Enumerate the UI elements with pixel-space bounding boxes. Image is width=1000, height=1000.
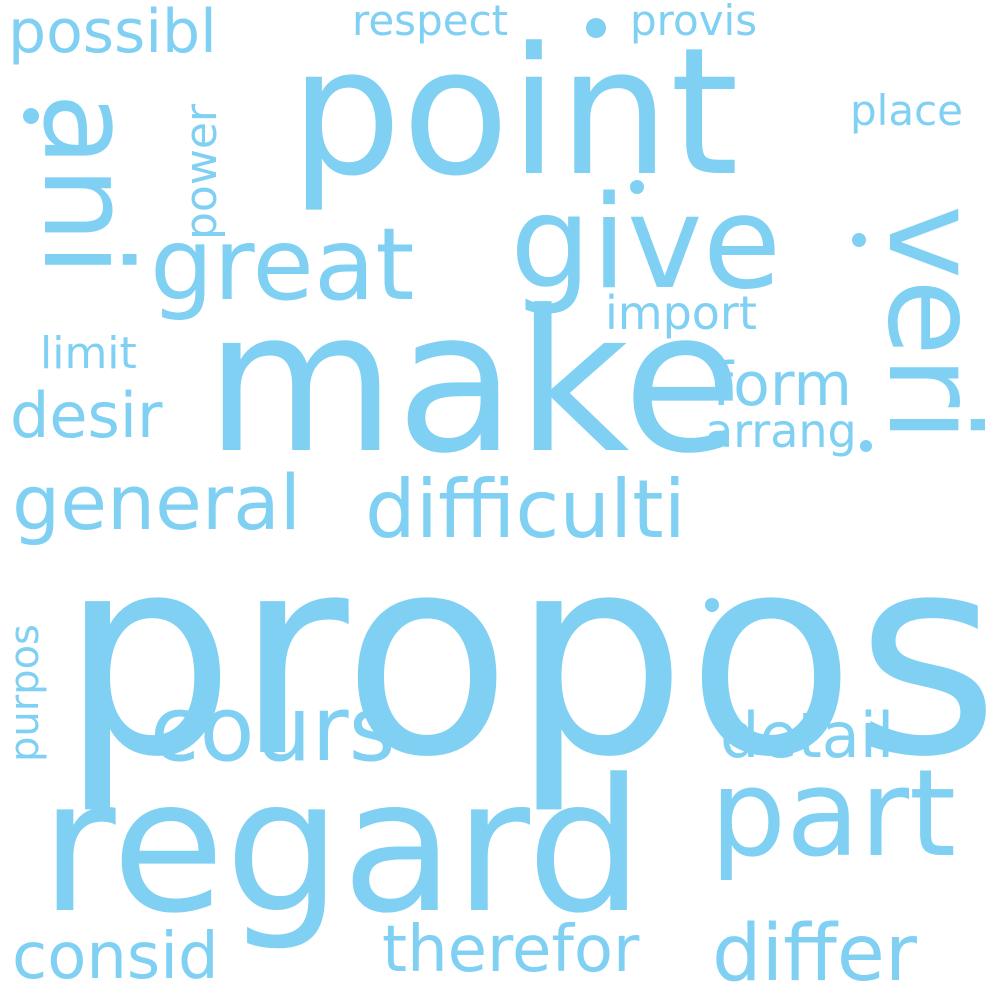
word-regard: regard <box>40 740 644 954</box>
word-propos: propos <box>60 497 1000 818</box>
word-limit: limit <box>40 328 137 379</box>
word-import: import <box>605 286 757 340</box>
dot-mark <box>23 108 39 124</box>
dot-mark <box>705 598 719 612</box>
dot-mark <box>860 440 872 452</box>
dot-mark <box>852 233 866 247</box>
word-respect: respect <box>352 0 509 45</box>
word-provis: provis <box>630 0 758 45</box>
word-purpos: purpos <box>2 624 48 762</box>
word-consid: consid <box>12 920 219 994</box>
word-arrang: arrang <box>705 404 857 458</box>
word-general: general <box>12 458 301 547</box>
word-give: give <box>510 169 782 318</box>
word-place: place <box>850 86 963 135</box>
word-cours: cours <box>150 677 396 782</box>
word-ani: ani <box>16 93 155 276</box>
word-veri: veri <box>860 205 1000 442</box>
word-form: form <box>712 350 852 420</box>
dot-mark <box>586 18 606 38</box>
word-therefor: therefor <box>382 913 640 987</box>
word-power: power <box>176 104 227 240</box>
word-possibl: possibl <box>8 0 217 67</box>
word-difficulti: difficulti <box>365 463 686 556</box>
dot-mark <box>630 180 644 194</box>
word-detail: detail <box>720 699 895 772</box>
word-make: make <box>205 269 744 497</box>
word-point: point <box>290 10 739 215</box>
word-great: great <box>150 206 415 323</box>
word-desir: desir <box>10 379 163 452</box>
word-part: part <box>710 745 957 884</box>
word-differ: differ <box>712 909 917 999</box>
